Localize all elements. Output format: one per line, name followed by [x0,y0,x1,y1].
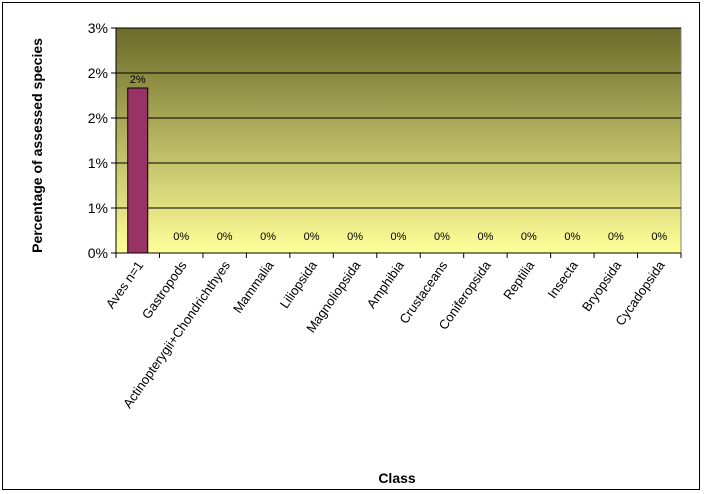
data-label: 0% [260,231,276,243]
x-tick-label: Reptilia [500,257,538,302]
data-label: 0% [347,231,363,243]
data-label: 0% [391,231,407,243]
x-tick-label: Aves n=1 [103,258,146,311]
gridlines [116,27,681,209]
data-label: 0% [608,231,624,243]
x-axis-title: Class [378,470,416,486]
data-label: 0% [564,231,580,243]
data-label: 0% [434,231,450,243]
x-tick-label: Amphibia [364,257,408,311]
data-label: 2% [130,74,146,86]
plot-area [115,27,682,254]
y-tick-label: 1% [88,155,108,171]
data-label: 0% [651,231,667,243]
bars [127,87,149,254]
bar [127,87,149,254]
y-tick-label: 2% [88,65,108,81]
y-tick-label: 0% [88,245,108,261]
x-tick-label: Mammalia [230,257,277,315]
x-tick-label: Liliopsida [277,257,321,311]
x-tick-label: Insecta [544,257,581,301]
data-label: 0% [521,231,537,243]
y-tick-label: 1% [88,200,108,216]
data-label: 0% [217,231,233,243]
x-tick-label: Bryopsida [579,257,625,314]
y-tick-label: 3% [88,20,108,36]
data-label: 0% [173,231,189,243]
y-tick-label: 2% [88,110,108,126]
axes [111,27,682,258]
data-label: 0% [304,231,320,243]
y-axis-title: Percentage of assessed species [29,38,45,253]
data-label: 0% [477,231,493,243]
